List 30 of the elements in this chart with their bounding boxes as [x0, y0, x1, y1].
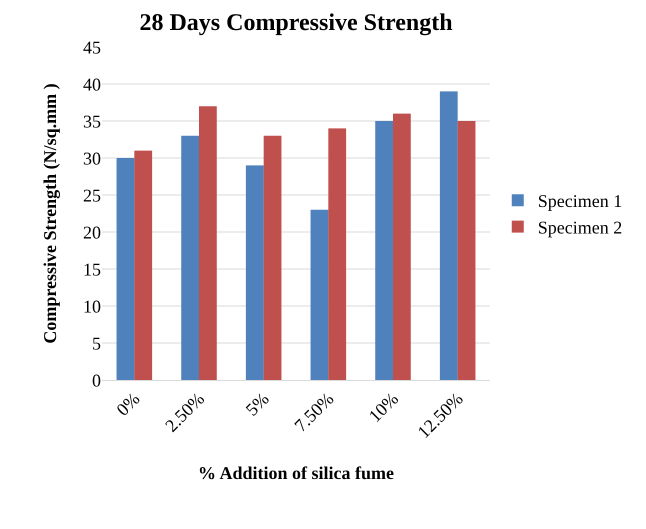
x-tick-label: 0% [112, 388, 144, 420]
bar [199, 106, 217, 380]
y-tick-label: 35 [83, 111, 101, 132]
bar [181, 136, 199, 380]
legend-label: Specimen 2 [538, 218, 622, 238]
y-tick-label: 0 [92, 370, 101, 390]
bar [328, 128, 346, 380]
y-tick-label: 25 [83, 185, 101, 206]
bar [134, 150, 152, 380]
bar [116, 158, 134, 380]
bar [375, 121, 393, 380]
y-tick-label: 15 [83, 259, 101, 280]
bar [310, 210, 328, 380]
y-tick-label: 5 [92, 333, 101, 354]
y-tick-label: 30 [83, 148, 101, 168]
y-tick-label: 45 [83, 37, 101, 58]
bar [458, 121, 476, 380]
y-tick-label: 10 [83, 296, 101, 316]
y-tick-label: 40 [83, 74, 101, 94]
bar [393, 114, 411, 380]
x-tick-label: 5% [242, 388, 273, 420]
bar [440, 91, 458, 380]
bar [264, 136, 282, 380]
y-axis-title: Compressive Strength (N/sq.mm ) [40, 83, 60, 344]
legend-label: Specimen 1 [538, 191, 622, 212]
chart-title: 28 Days Compressive Strength [139, 10, 453, 36]
x-tick-label: 10% [364, 388, 402, 426]
x-axis-title: % Addition of silica fume [198, 463, 394, 484]
y-tick-label: 20 [83, 222, 101, 242]
bar [246, 165, 264, 380]
